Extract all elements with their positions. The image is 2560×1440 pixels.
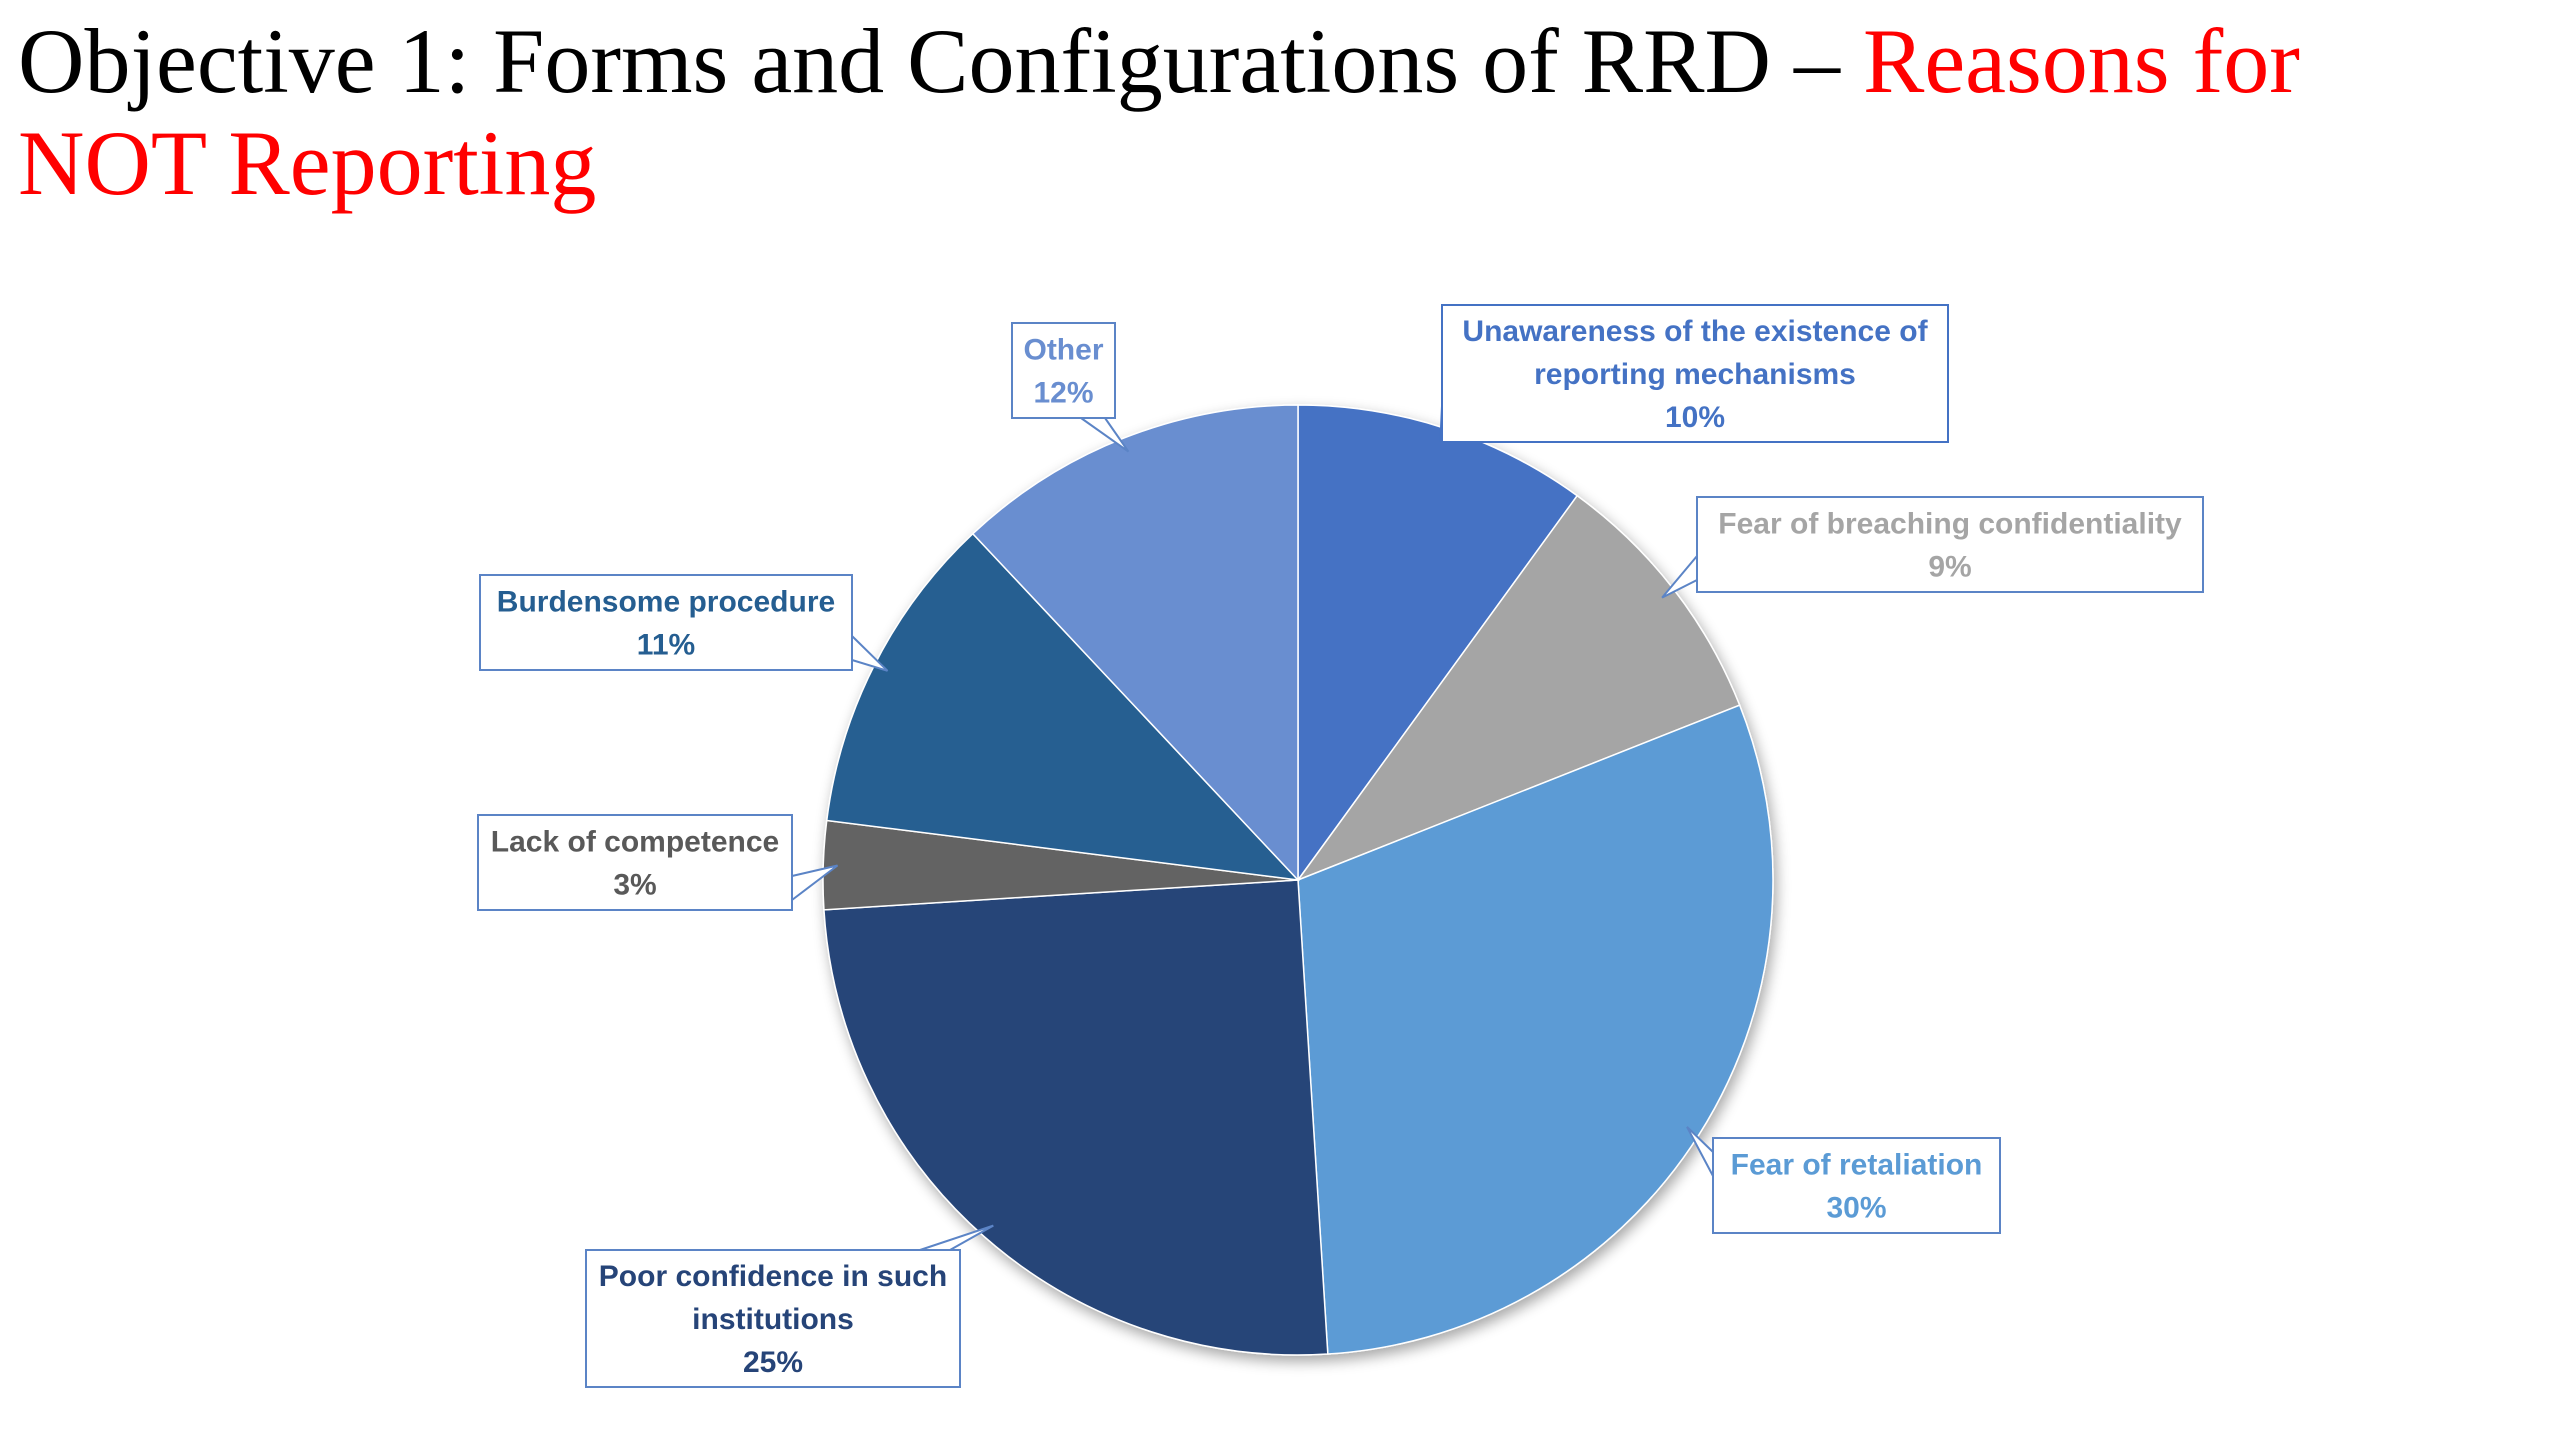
pie-slices (822, 404, 1774, 1356)
slice-label: Other 12% (1011, 322, 1130, 453)
pie-labels: Unawareness of the existence of reporting… (477, 304, 2204, 1388)
slice-category-label: Poor confidence in such (599, 1260, 947, 1293)
slice-category-label: Fear of breaching confidentiality (1718, 508, 2182, 541)
slice-percent-label: 25% (743, 1346, 803, 1379)
slice-category-label: Unawareness of the existence of (1462, 315, 1928, 348)
label-box (585, 1249, 961, 1388)
label-leader (1661, 555, 1698, 599)
pie-slice (971, 404, 1299, 882)
slice-category-label: Burdensome procedure (497, 586, 835, 619)
slice-category-label: Other (1023, 334, 1103, 367)
label-leader (851, 635, 889, 672)
slice-percent-label: 12% (1033, 377, 1093, 410)
slice-percent-label: 11% (637, 629, 695, 662)
pie-slice (1297, 704, 1774, 1355)
slice-label: Poor confidence in such institutions 25% (585, 1224, 994, 1388)
slide-title-accent: Reasons for NOT Reporting (18, 10, 2300, 214)
label-leader (919, 1224, 994, 1251)
slice-percent-label: 30% (1826, 1192, 1886, 1225)
slice-category-label: reporting mechanisms (1534, 358, 1856, 391)
label-leader (791, 864, 839, 901)
label-box (477, 814, 793, 911)
slice-label: Burdensome procedure 11% (479, 574, 889, 672)
slice-label: Lack of competence 3% (477, 814, 839, 911)
pie-slice (823, 879, 1329, 1356)
slice-category-label: Fear of retaliation (1731, 1149, 1983, 1182)
label-box (1696, 496, 2204, 593)
label-box (1011, 322, 1116, 419)
slice-label: Unawareness of the existence of reporting… (1439, 304, 1949, 443)
slide-title: Objective 1: Forms and Configurations of… (18, 10, 2438, 214)
slice-category-label: Lack of competence (491, 826, 779, 859)
slice-percent-label: 3% (613, 869, 656, 902)
slice-percent-label: 10% (1665, 401, 1725, 434)
label-box (1712, 1137, 2001, 1234)
slide-title-main: Objective 1: Forms and Configurations of… (18, 10, 1863, 112)
slice-label: Fear of retaliation 30% (1686, 1126, 2001, 1234)
slice-percent-label: 9% (1928, 551, 1971, 584)
label-leader (1080, 417, 1130, 453)
label-box (1441, 304, 1949, 443)
slice-category-label: institutions (692, 1303, 854, 1336)
slice-label: Fear of breaching confidentiality 9% (1661, 496, 2204, 599)
label-leader (1686, 1126, 1714, 1177)
label-box (479, 574, 853, 671)
